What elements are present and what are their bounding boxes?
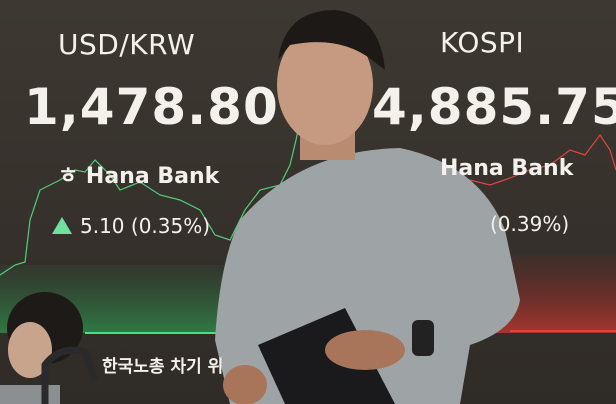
man-face [277,25,373,145]
usd-bank-name: Hana Bank [85,164,220,189]
usd-change-text: 5.10 (0.35%) [80,214,211,238]
up-triangle-icon [52,217,72,234]
usd-line [0,119,301,276]
hana-logo-icon: ㅎ [58,164,86,189]
kospi-value: 4,885.75 [372,78,616,136]
chair-headrest [41,346,99,404]
usd-krw-label: USD/KRW [58,28,196,61]
kospi-change: (0.39%) [490,212,570,236]
man-hair [278,10,385,70]
usd-krw-value: 1,478.80 [24,78,279,136]
usd-krw-change: 5.10 (0.35%) [52,214,210,238]
man-left-hand [223,365,267,404]
tablet [258,308,395,404]
man-hand [325,330,405,370]
seated-person-face [8,322,52,378]
wristwatch [412,320,434,356]
news-ticker: 한국노총 차기 위 [102,357,224,377]
kospi-label: KOSPI [440,26,525,59]
kospi-line [469,133,616,186]
usd-bank-logo: ㅎ Hana Bank [58,158,219,190]
seated-person-body [0,385,60,404]
kospi-bank-name: Hana Bank [440,156,574,181]
